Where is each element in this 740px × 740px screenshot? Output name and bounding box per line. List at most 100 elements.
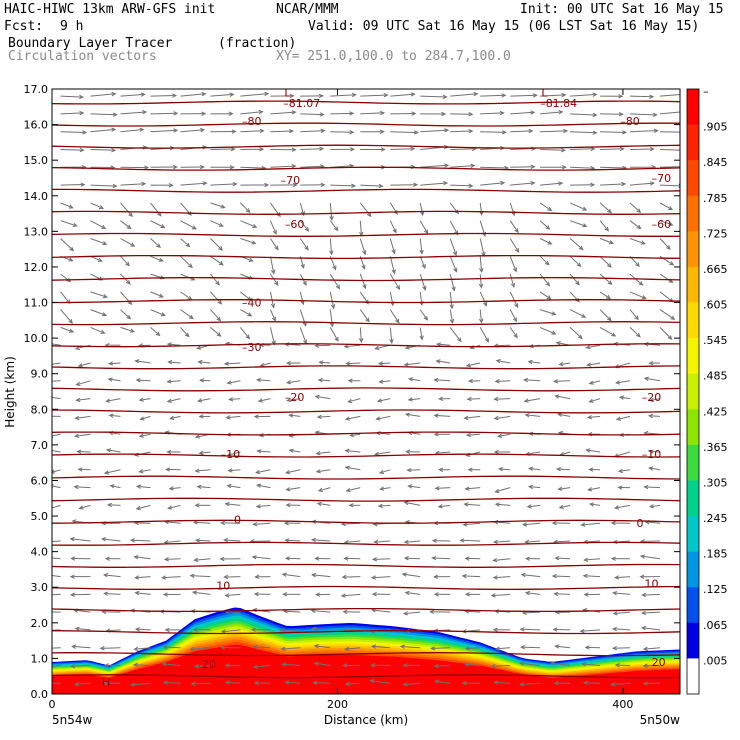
circulation-vector (282, 663, 301, 666)
vector-arrowhead (224, 593, 230, 598)
vector-arrowhead (102, 573, 109, 578)
circulation-vector (521, 646, 541, 649)
vector-arrowhead (189, 646, 195, 652)
vector-arrowhead (636, 332, 641, 338)
vector-arrowhead (430, 646, 436, 651)
vector-arrowhead (679, 110, 680, 111)
circulation-vector (170, 415, 181, 420)
circulation-vector (554, 380, 571, 382)
circulation-vector (644, 486, 661, 489)
vector-arrowhead (112, 183, 118, 189)
circulation-vector (329, 327, 339, 342)
vector-arrowhead (184, 332, 190, 338)
colorbar-label: .065 (703, 619, 728, 632)
temperature-contour (52, 343, 680, 348)
circulation-vector (629, 238, 645, 245)
vector-arrowhead (444, 128, 450, 133)
circulation-vector (479, 291, 487, 306)
circulation-vector (140, 415, 151, 420)
temperature-contour (52, 453, 680, 458)
circulation-vector (120, 220, 132, 229)
vector-arrowhead (612, 611, 618, 616)
contour-label: 20 (202, 658, 216, 671)
vector-arrowhead (103, 591, 108, 596)
circulation-vector (557, 468, 571, 471)
vector-arrowhead (442, 94, 448, 100)
circulation-vector (587, 362, 601, 366)
circulation-vector (640, 555, 661, 560)
circulation-vector (299, 327, 307, 344)
vector-arrowhead (524, 539, 530, 545)
vector-arrowhead (490, 593, 496, 598)
vector-arrowhead (201, 91, 207, 97)
vector-arrowhead (169, 415, 175, 421)
circulation-vector (240, 111, 263, 115)
circulation-vector (555, 557, 571, 560)
colorbar-label: .845 (703, 156, 728, 169)
circulation-vector (240, 327, 250, 339)
vector-arrowhead (377, 503, 383, 509)
circulation-vector (110, 485, 121, 489)
circulation-vector (524, 379, 541, 382)
circulation-vector (495, 380, 511, 382)
vector-arrowhead (257, 398, 263, 403)
circulation-vector (584, 682, 601, 684)
vector-arrowhead (558, 110, 564, 115)
circulation-vector (419, 273, 426, 290)
vector-arrowhead (648, 449, 654, 454)
circulation-vector (629, 309, 639, 320)
vector-arrowhead (161, 575, 167, 580)
temperature-contour (52, 409, 680, 414)
circulation-vector (377, 398, 391, 402)
circulation-vector (494, 344, 511, 347)
vector-arrowhead (493, 449, 499, 455)
vector-arrowhead (41, 573, 45, 576)
vector-arrowhead (173, 111, 179, 116)
circulation-vector (510, 182, 535, 186)
circulation-vector (210, 309, 221, 321)
vector-arrowhead (255, 469, 261, 475)
vector-arrowhead (68, 204, 74, 209)
vector-arrowhead (126, 314, 132, 320)
vector-arrowhead (255, 504, 261, 509)
circulation-vector (90, 149, 116, 151)
circulation-vector (403, 682, 421, 685)
circulation-vector (240, 202, 251, 213)
circulation-vector (599, 291, 611, 300)
x-right-endpoint: 5n50w (640, 713, 681, 727)
vector-arrowhead (72, 222, 78, 227)
vector-arrowhead (223, 574, 229, 580)
vector-arrowhead (162, 680, 168, 685)
vector-arrowhead (649, 181, 655, 186)
circulation-vector (258, 398, 271, 402)
circulation-vector (479, 309, 482, 323)
vector-arrowhead (588, 380, 594, 385)
vector-arrowhead (253, 414, 259, 419)
colorbar-swatch (687, 373, 699, 410)
vector-arrowhead (259, 147, 265, 152)
circulation-vector (373, 558, 391, 560)
circulation-vector (193, 521, 211, 524)
vector-arrowhead (216, 332, 222, 337)
vector-arrowhead (618, 94, 624, 99)
vector-arrowhead (104, 556, 110, 561)
vector-arrowhead (111, 91, 117, 97)
vector-arrowhead (607, 316, 612, 322)
contour-label: –20 (285, 391, 305, 404)
vector-arrowhead (73, 484, 79, 490)
vector-arrowhead (284, 538, 290, 543)
vector-arrowhead (610, 682, 616, 687)
vector-arrowhead (553, 680, 559, 686)
vector-arrowhead (484, 337, 489, 343)
vector-arrowhead (335, 284, 340, 290)
vector-arrowhead (668, 206, 674, 211)
vector-arrowhead (199, 164, 205, 170)
colorbar-label: .485 (703, 370, 728, 383)
circulation-vector (659, 184, 680, 187)
circulation-vector (150, 255, 163, 262)
vector-arrowhead (133, 555, 139, 560)
vector-arrowhead (581, 662, 587, 667)
vector-arrowhead (370, 575, 376, 580)
vector-arrowhead (320, 128, 326, 133)
vector-arrowhead (407, 484, 413, 489)
